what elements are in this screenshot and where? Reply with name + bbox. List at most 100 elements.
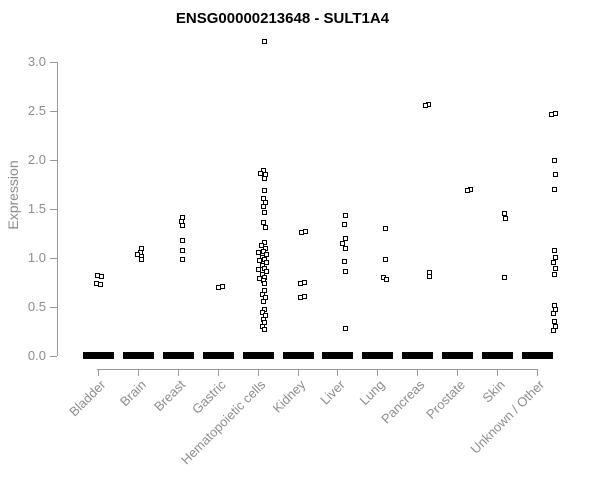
y-axis-tick xyxy=(50,355,57,357)
data-point xyxy=(215,284,221,290)
data-point xyxy=(342,235,348,241)
data-point xyxy=(551,272,557,278)
data-point xyxy=(97,281,103,287)
y-tick-label: 1.5 xyxy=(27,201,46,216)
x-axis-tick xyxy=(138,369,139,376)
data-point xyxy=(255,249,261,255)
y-axis-tick xyxy=(50,306,57,308)
zero-mass-bar xyxy=(442,352,473,359)
data-point xyxy=(261,239,267,245)
x-axis-tick xyxy=(298,369,299,376)
data-point xyxy=(260,203,266,209)
data-point xyxy=(258,242,264,248)
data-point xyxy=(501,275,507,281)
data-point xyxy=(502,216,508,222)
data-point xyxy=(297,280,303,286)
y-tick-label: 0.5 xyxy=(27,299,46,314)
data-point xyxy=(341,259,347,265)
data-point xyxy=(262,225,268,231)
zero-mass-bar xyxy=(123,352,154,359)
data-point xyxy=(552,254,558,260)
category-label: Prostate xyxy=(422,377,468,422)
category-label: Breast xyxy=(151,377,189,415)
y-tick-label: 3.0 xyxy=(27,54,46,69)
data-point xyxy=(263,260,269,266)
category-label: Pancreas xyxy=(378,377,428,427)
data-point xyxy=(339,240,345,246)
zero-mass-bar xyxy=(482,352,513,359)
data-point xyxy=(551,302,557,308)
data-point xyxy=(383,277,389,283)
category-label: Lung xyxy=(356,377,388,409)
y-tick-label: 1.0 xyxy=(27,250,46,265)
category-label: Liver xyxy=(317,377,348,408)
data-point xyxy=(501,211,507,217)
data-point xyxy=(260,220,266,226)
data-point xyxy=(551,247,557,253)
data-point xyxy=(138,257,144,263)
data-point xyxy=(552,266,558,272)
data-point xyxy=(298,230,304,236)
x-axis-tick xyxy=(258,369,259,376)
data-point xyxy=(342,326,348,332)
data-point xyxy=(342,269,348,275)
y-axis-tick xyxy=(50,159,57,161)
zero-mass-bar xyxy=(402,352,433,359)
data-point xyxy=(260,298,266,304)
x-axis-tick xyxy=(98,369,99,376)
y-axis-tick xyxy=(50,61,57,63)
data-point xyxy=(382,257,388,263)
data-point xyxy=(179,247,185,253)
zero-mass-bar xyxy=(83,352,114,359)
y-tick-label: 0.0 xyxy=(27,348,46,363)
data-point xyxy=(259,310,265,316)
data-point xyxy=(261,327,267,333)
data-point xyxy=(551,157,557,163)
zero-mass-bar xyxy=(362,352,393,359)
x-axis-tick xyxy=(218,369,219,376)
data-point xyxy=(261,210,267,216)
data-point xyxy=(260,248,266,254)
category-label: Skin xyxy=(479,377,508,406)
data-point xyxy=(257,171,263,177)
y-axis-tick xyxy=(50,110,57,112)
data-point xyxy=(259,291,265,297)
data-point xyxy=(263,269,269,275)
zero-mass-bar xyxy=(163,352,194,359)
data-point xyxy=(261,280,267,286)
data-point xyxy=(548,112,554,118)
x-axis-line xyxy=(97,369,538,370)
y-axis-tick xyxy=(50,257,57,259)
chart-title: ENSG00000213648 - SULT1A4 xyxy=(175,10,390,27)
data-point xyxy=(297,294,303,300)
zero-mass-bar xyxy=(243,352,274,359)
x-axis-tick xyxy=(497,369,498,376)
data-point xyxy=(263,251,269,257)
data-point xyxy=(341,222,347,228)
data-point xyxy=(422,102,428,108)
x-axis-tick xyxy=(417,369,418,376)
data-point xyxy=(550,311,556,317)
data-point xyxy=(261,38,267,44)
data-point xyxy=(426,274,432,280)
data-point xyxy=(255,267,261,273)
x-axis-tick xyxy=(377,369,378,376)
y-tick-label: 2.5 xyxy=(27,103,46,118)
y-axis-line xyxy=(57,62,58,356)
zero-mass-bar xyxy=(203,352,234,359)
zero-mass-bar xyxy=(283,352,314,359)
category-label: Unknown / Other xyxy=(468,377,548,457)
data-point xyxy=(552,172,558,178)
data-point xyxy=(98,274,104,280)
data-point xyxy=(551,186,557,192)
category-label: Brain xyxy=(116,377,149,410)
data-point xyxy=(550,260,556,266)
x-axis-tick xyxy=(457,369,458,376)
data-point xyxy=(382,226,388,232)
category-label: Bladder xyxy=(66,377,109,420)
data-point xyxy=(179,223,185,229)
data-point xyxy=(179,257,185,263)
category-label: Kidney xyxy=(269,377,309,416)
data-point xyxy=(464,187,470,193)
data-point xyxy=(179,237,185,243)
